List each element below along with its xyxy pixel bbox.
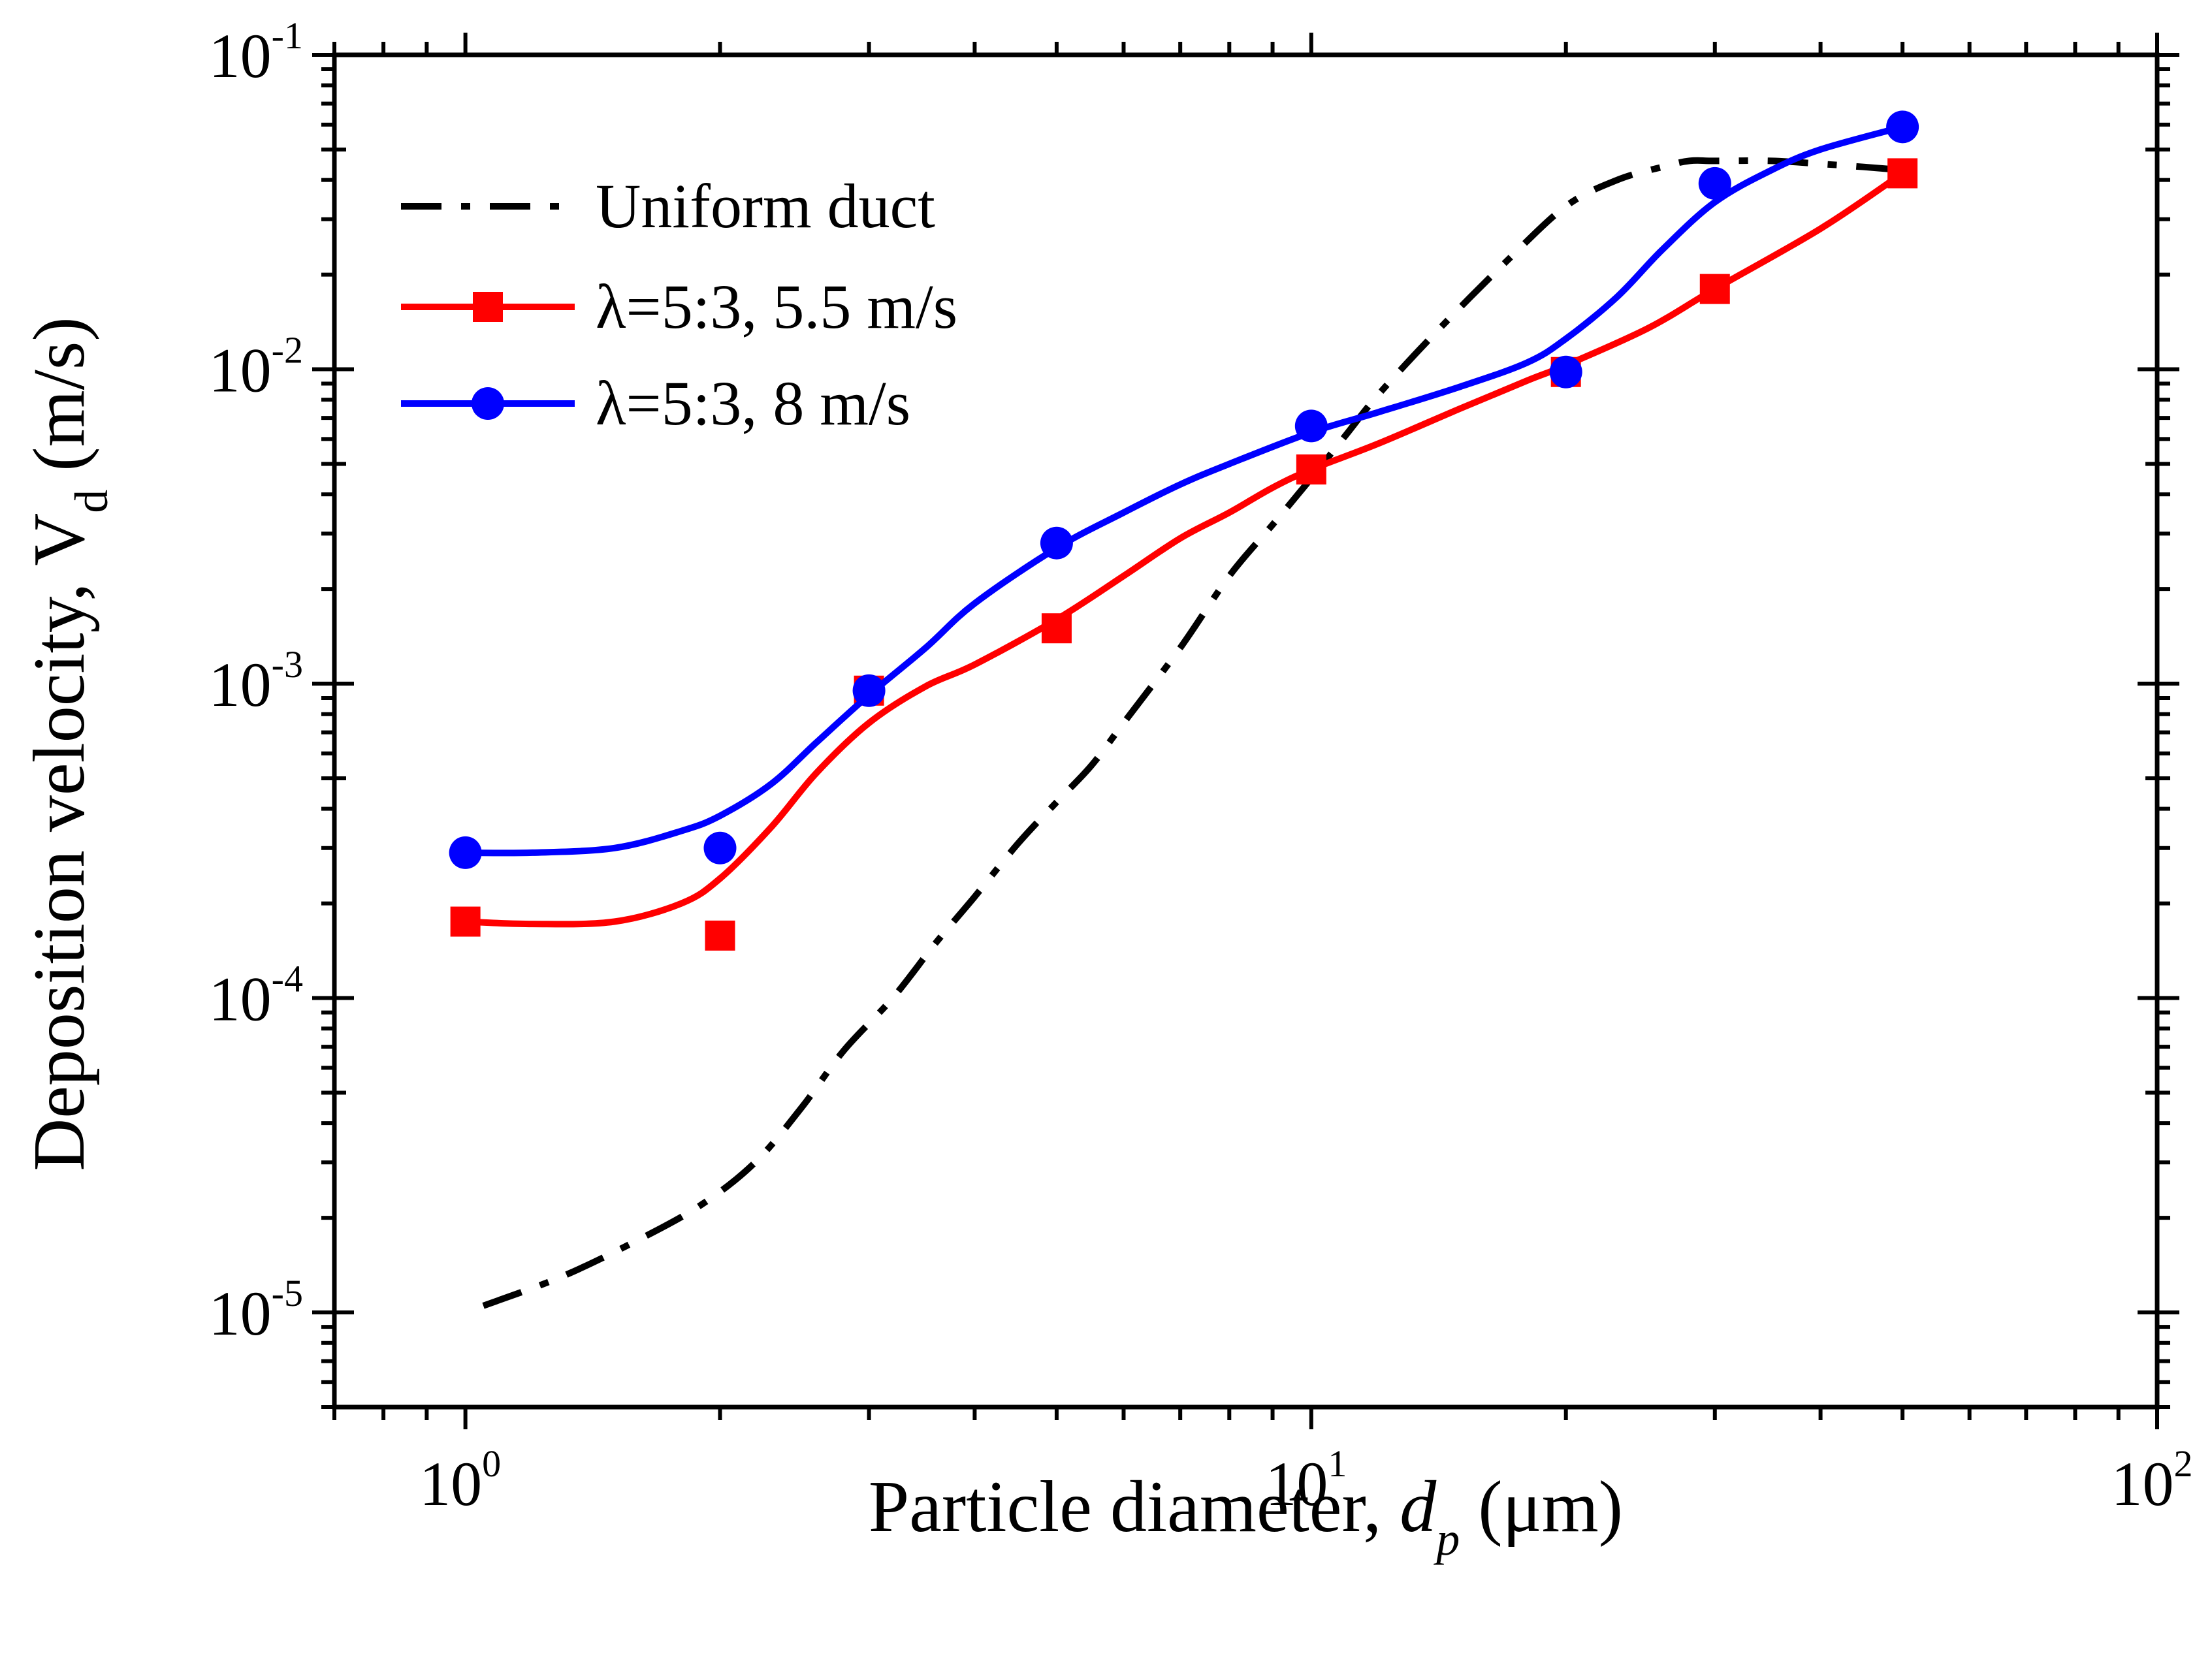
y-tick-label: 10-1: [209, 14, 303, 91]
plot-frame: [332, 52, 2160, 1410]
x-tick-label-exp: 0: [482, 1442, 501, 1485]
data-point-square: [1887, 158, 1918, 189]
x-tick-label-exp: 2: [2174, 1442, 2193, 1485]
y-axis-label: Deposition velocity, Vd (m/s): [19, 317, 118, 1171]
data-point-circle: [1040, 526, 1073, 560]
y-tick-label-exp: -5: [272, 1272, 303, 1314]
y-tick-label: 10-5: [209, 1272, 303, 1348]
legend-label-8-ms: λ=5:3, 8 m/s: [596, 368, 910, 438]
x-tick-label-base: 10: [2111, 1449, 2174, 1519]
legend-label-5-5-ms: λ=5:3, 5.5 m/s: [596, 272, 957, 341]
data-point-circle: [852, 674, 886, 707]
legend: Uniform duct λ=5:3, 5.5 m/s λ=5:3, 8 m/s: [401, 171, 957, 438]
data-point-square: [1296, 454, 1326, 484]
series-line-1: [465, 170, 1904, 928]
y-axis-label-prefix: Deposition velocity, V: [19, 513, 100, 1171]
x-axis-label-var: d: [1400, 1467, 1437, 1547]
data-point-square: [1041, 613, 1072, 644]
y-tick-label-base: 10: [209, 21, 272, 91]
data-point-circle: [1698, 166, 1731, 200]
y-tick-label-exp: -1: [272, 14, 303, 57]
y-tick-label-exp: -2: [272, 329, 303, 372]
legend-marker-circle: [472, 387, 504, 420]
y-axis-label-sub: d: [65, 490, 118, 513]
x-tick-label-exp: 1: [1328, 1442, 1347, 1485]
y-tick-label-base: 10: [209, 1278, 272, 1348]
y-tick-label-base: 10: [209, 650, 272, 720]
data-point-circle: [449, 836, 482, 869]
y-axis-label-suffix: (m/s): [19, 317, 100, 489]
data-point-circle: [1294, 409, 1328, 443]
data-point-circle: [703, 831, 737, 864]
x-tick-label: 102: [2111, 1442, 2193, 1519]
legend-marker-square: [473, 292, 503, 322]
data-point-square: [450, 906, 481, 937]
y-tick-label: 10-4: [209, 958, 303, 1034]
y-tick-label: 10-3: [209, 643, 303, 720]
data-point-square: [1699, 274, 1730, 304]
x-axis-label: Particle diameter, dp (μm): [869, 1467, 1623, 1565]
plot-series: [449, 110, 1919, 1309]
data-point-circle: [1886, 110, 1919, 144]
y-tick-label-base: 10: [209, 964, 272, 1034]
x-axis-label-suffix: (μm): [1460, 1467, 1623, 1547]
x-axis-label-prefix: Particle diameter,: [869, 1467, 1400, 1547]
y-tick-label: 10-2: [209, 329, 303, 405]
x-tick-label: 100: [419, 1442, 501, 1519]
series-line-0: [482, 157, 1903, 1309]
x-axis-label-sub: p: [1433, 1513, 1460, 1565]
data-point-circle: [1549, 355, 1582, 388]
x-tick-label: 101: [1265, 1442, 1347, 1519]
legend-label-uniform-duct: Uniform duct: [596, 171, 935, 241]
x-tick-label-base: 10: [419, 1449, 482, 1519]
y-tick-label-base: 10: [209, 336, 272, 405]
y-tick-label-exp: -3: [272, 643, 303, 686]
series-line-2: [465, 123, 1904, 857]
x-tick-label-base: 10: [1265, 1449, 1328, 1519]
data-point-square: [705, 920, 735, 951]
y-tick-label-exp: -4: [272, 958, 303, 1000]
